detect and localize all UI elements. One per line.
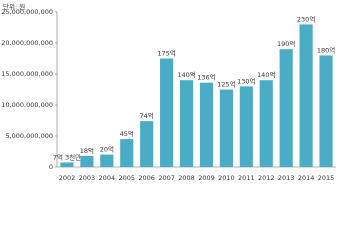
bar <box>60 162 74 167</box>
bar <box>219 89 233 167</box>
y-tick-label: 25,000,000,000 <box>1 8 53 16</box>
x-tick-label: 2003 <box>79 174 96 182</box>
bar <box>319 55 333 167</box>
x-tick-label: 2004 <box>99 174 116 182</box>
x-tick-label: 2006 <box>138 174 155 182</box>
y-tick-label: 0 <box>49 163 53 171</box>
x-tick-label: 2013 <box>278 174 295 182</box>
value-label: 18억 <box>80 147 94 155</box>
value-label: 230억 <box>297 15 315 23</box>
x-tick-label: 2002 <box>59 174 76 182</box>
bar <box>160 58 174 167</box>
bar <box>179 80 194 167</box>
bar <box>199 82 214 167</box>
y-tick-label: 20,000,000,000 <box>1 39 53 47</box>
x-tick-label: 2012 <box>258 174 275 182</box>
value-label: 180억 <box>317 46 335 54</box>
x-tick-label: 2009 <box>198 174 215 182</box>
bar <box>239 86 253 167</box>
value-label: 20억 <box>100 146 114 154</box>
bar <box>279 49 293 168</box>
x-tick-label: 2008 <box>178 174 195 182</box>
bar <box>120 139 134 167</box>
value-label: 175억 <box>157 50 175 58</box>
x-tick-label: 2014 <box>298 174 315 182</box>
value-label: 140억 <box>257 71 275 79</box>
x-tick-label: 2007 <box>158 174 175 182</box>
value-label: 130억 <box>237 77 255 85</box>
y-tick-label: 10,000,000,000 <box>1 101 53 109</box>
y-tick-label: 15,000,000,000 <box>1 70 53 78</box>
value-label: 125억 <box>217 81 235 89</box>
x-tick-label: 2005 <box>118 174 135 182</box>
bar <box>299 24 313 168</box>
bar <box>80 155 94 167</box>
value-label: 45억 <box>120 130 134 138</box>
value-label: 74억 <box>140 112 154 120</box>
x-tick-label: 2010 <box>218 174 235 182</box>
bar <box>259 80 273 167</box>
value-label: 190억 <box>277 40 295 48</box>
bar <box>100 154 114 167</box>
bar <box>140 121 154 167</box>
value-label: 140억 <box>177 71 195 79</box>
unit-label: 단위: 원 <box>3 2 25 11</box>
value-label: 136억 <box>197 74 215 82</box>
x-tick-label: 2011 <box>238 174 255 182</box>
chart: 단위: 원 0 5,000,000,000 10,000,000,000 15,000… <box>1 2 336 182</box>
y-tick-label: 5,000,000,000 <box>5 132 53 140</box>
value-label: 7억 3천만 <box>53 152 81 161</box>
x-tick-label: 2015 <box>318 174 335 182</box>
